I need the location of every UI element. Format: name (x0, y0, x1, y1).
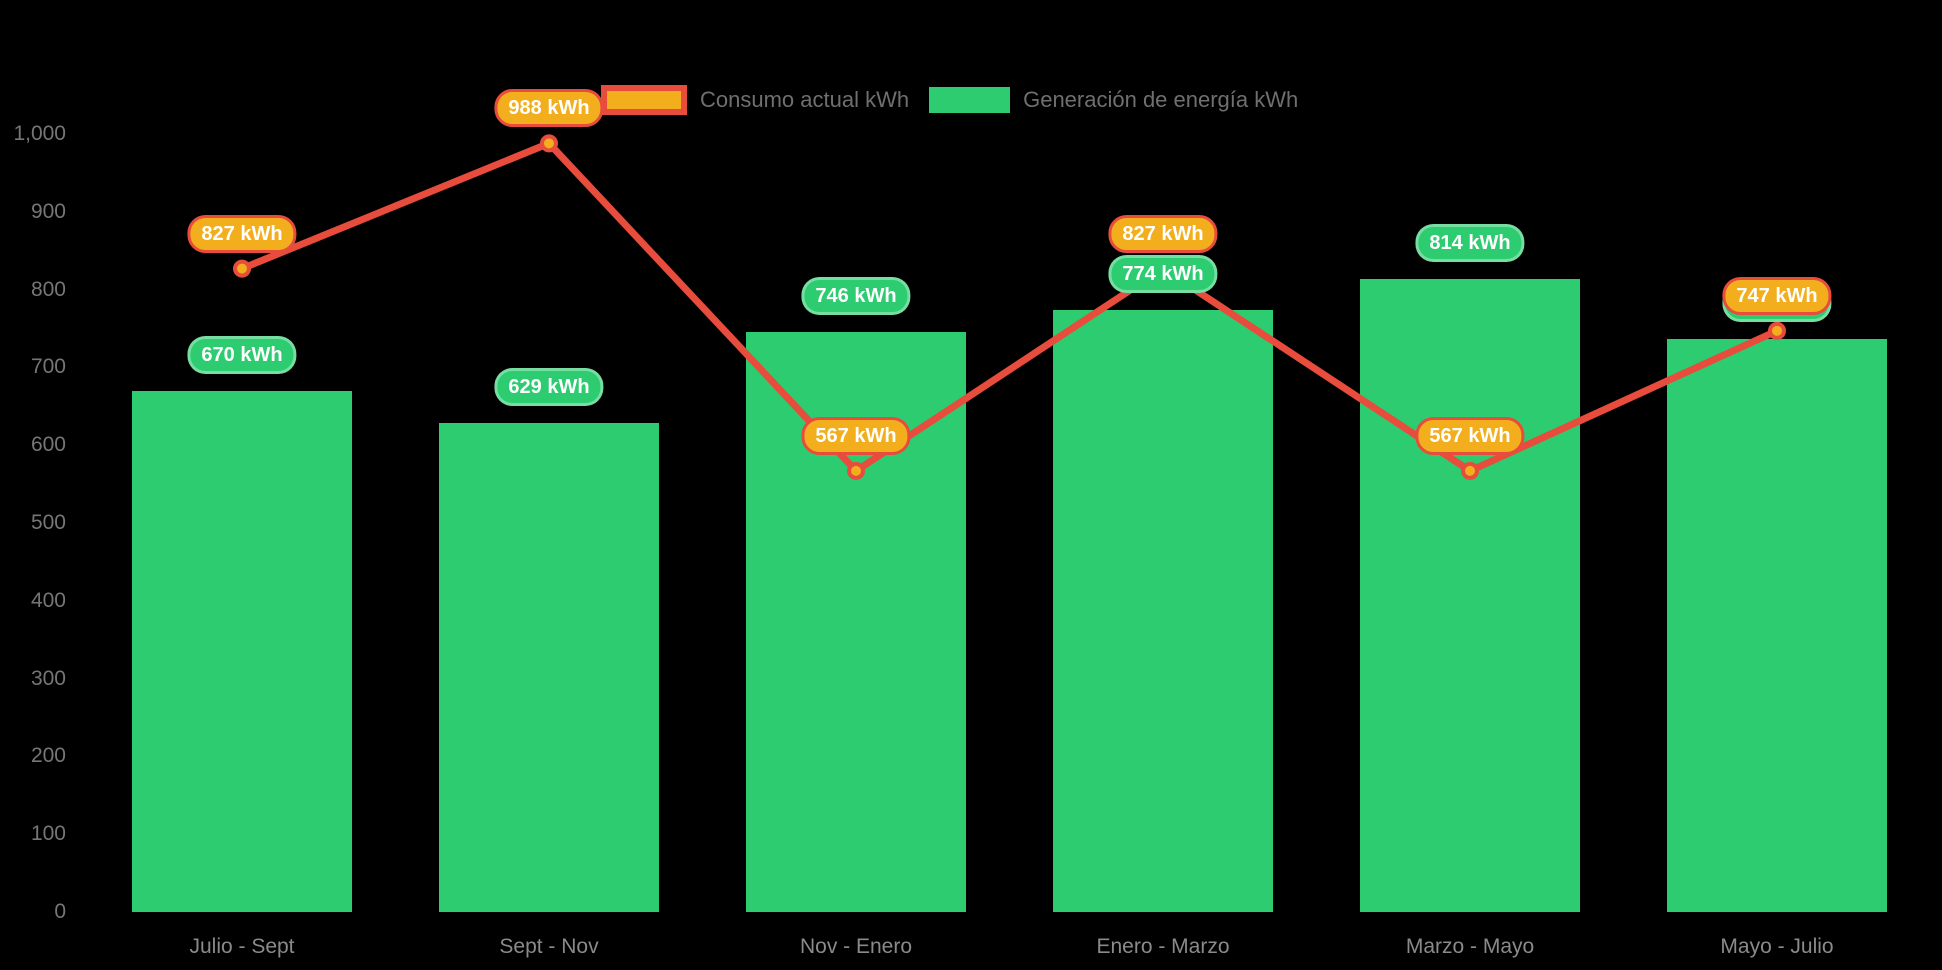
x-axis-category-label: Sept - Nov (499, 935, 599, 958)
y-axis-tick-label: 800 (30, 277, 66, 301)
consumo-data-label: 827 kWh (187, 214, 297, 253)
y-axis-tick-label: 300 (30, 666, 66, 690)
consumo-point-3[interactable] (847, 461, 865, 480)
bar-generacion-2[interactable] (439, 422, 659, 912)
legend-label-generacion: Generación de energía kWh (1023, 87, 1299, 112)
generacion-data-label: 746 kWh (801, 276, 911, 315)
y-axis-tick-label: 500 (30, 511, 66, 534)
consumo-data-label: 827 kWh (1108, 214, 1218, 253)
legend-item-consumo[interactable]: Consumo actual kWh (601, 85, 909, 115)
consumo-point-1[interactable] (233, 259, 251, 278)
generacion-data-label: 670 kWh (187, 335, 297, 374)
consumo-data-label: 988 kWh (494, 89, 604, 128)
y-axis-tick-label: 400 (30, 588, 66, 612)
consumo-data-label: 567 kWh (801, 416, 911, 455)
bar-generacion-6[interactable] (1667, 338, 1887, 912)
x-axis-category-label: Enero - Marzo (1096, 935, 1230, 958)
legend: Consumo actual kWh Generación de energía… (601, 83, 1298, 117)
bar-generacion-1[interactable] (132, 390, 352, 912)
x-axis-category-label: Mayo - Julio (1720, 935, 1834, 958)
consumo-data-label: 747 kWh (1722, 276, 1832, 315)
y-axis-tick-label: 900 (30, 199, 66, 223)
y-axis-tick-label: 600 (30, 433, 66, 457)
y-axis-tick-label: 700 (30, 355, 66, 379)
bar-generacion-5[interactable] (1360, 278, 1580, 912)
generacion-data-label: 774 kWh (1108, 254, 1218, 293)
consumo-point-6[interactable] (1768, 321, 1786, 340)
generacion-data-label: 629 kWh (494, 367, 604, 406)
x-axis-category-label: Nov - Enero (799, 935, 913, 958)
consumo-legend-swatch-icon (601, 85, 687, 115)
consumo-point-5[interactable] (1461, 461, 1479, 480)
x-axis-category-label: Marzo - Mayo (1405, 935, 1535, 958)
consumo-line (240, 139, 1779, 476)
bar-generacion-4[interactable] (1053, 309, 1273, 912)
x-axis-category-label: Julio - Sept (189, 935, 295, 958)
y-axis-tick-label: 200 (30, 744, 66, 768)
legend-item-generacion[interactable]: Generación de energía kWh (929, 87, 1298, 113)
generacion-data-label: 814 kWh (1415, 223, 1525, 262)
consumo-data-label: 567 kWh (1415, 416, 1525, 455)
y-axis-tick-label: 0 (54, 900, 66, 923)
generacion-legend-swatch-icon (929, 87, 1011, 113)
consumo-point-2[interactable] (540, 134, 558, 153)
legend-label-consumo: Consumo actual kWh (700, 87, 910, 112)
y-axis-tick-label: 1,000 (13, 122, 66, 145)
y-axis-tick-label: 100 (30, 822, 66, 846)
